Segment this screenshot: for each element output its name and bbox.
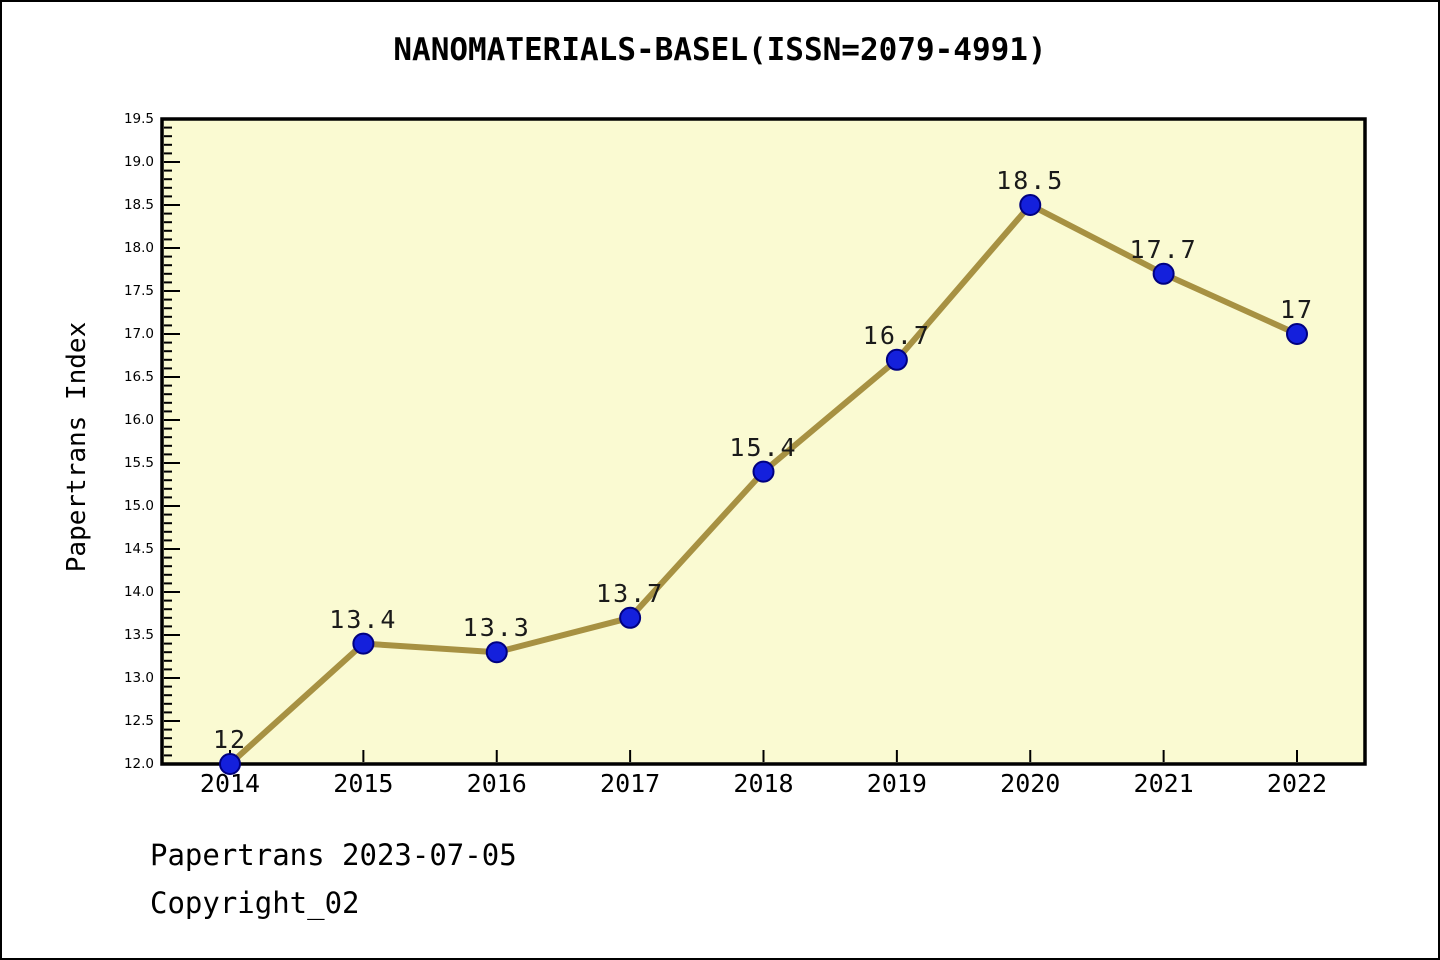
data-point-marker [352,632,375,655]
data-point-label: 15.4 [729,432,798,462]
data-point-marker [619,606,642,629]
y-tick-label: 17.0 [123,326,154,342]
x-tick-label: 2015 [333,769,394,798]
y-tick-label: 18.5 [123,197,154,213]
y-tick-label: 16.0 [123,412,154,428]
y-tick-label: 17.5 [123,283,154,299]
data-point-marker [1152,262,1175,285]
y-tick-label: 19.5 [123,111,154,127]
data-point-marker [219,753,241,775]
y-tick-label: 14.0 [123,584,154,600]
data-point-label: 13.4 [329,604,398,634]
data-point-label: 17.7 [1129,234,1198,264]
y-tick-label: 18.0 [123,240,154,256]
data-point-marker [1286,323,1308,345]
y-tick-label: 14.5 [123,541,154,557]
footer-date: Papertrans 2023-07-05 [150,838,517,872]
x-tick-label: 2020 [1000,769,1061,798]
data-point-marker [752,460,775,483]
y-tick-label: 16.5 [123,369,154,385]
x-tick-label: 2017 [600,769,661,798]
data-point-label: 18.5 [996,166,1065,195]
x-tick-label: 2021 [1133,769,1194,798]
y-tick-label: 13.5 [123,627,154,643]
chart-title: NANOMATERIALS-BASEL(ISSN=2079-4991) [393,32,1047,68]
y-tick-label: 13.0 [123,670,154,686]
x-tick-label: 2014 [199,769,261,798]
data-point-marker [485,641,508,664]
y-tick-label: 12.5 [123,713,154,729]
y-tick-label: 19.0 [123,154,154,170]
y-tick-label: 15.5 [123,455,154,471]
x-tick-label: 2018 [733,769,794,798]
data-point-label: 13.3 [462,613,531,643]
y-tick-label: 12.0 [123,756,154,772]
data-point-marker [1019,194,1042,216]
data-point-label: 17 [1279,295,1315,324]
data-point-label: 13.7 [596,578,665,608]
x-tick-label: 2019 [866,769,927,798]
axis-frame [160,117,1367,766]
x-tick-label: 2022 [1266,769,1328,798]
x-tick-label: 2016 [466,769,527,798]
data-point-marker [885,348,908,371]
data-point-label: 12 [212,725,248,754]
plot-background [162,119,1365,764]
footer-copyright: Copyright_02 [150,886,360,920]
y-tick-label: 15.0 [123,498,154,514]
data-point-label: 16.7 [862,320,931,350]
